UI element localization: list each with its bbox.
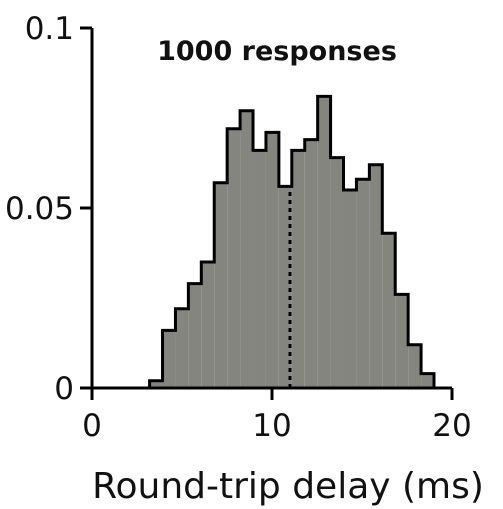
histogram-bar (162, 330, 176, 388)
x-tick-label: 0 (82, 408, 102, 444)
histogram-bar (343, 190, 357, 388)
chart-annotation: 1000 responses (157, 36, 397, 67)
histogram-bar (304, 139, 318, 388)
histogram-bar (253, 150, 266, 388)
histogram-bar (188, 283, 202, 388)
y-tick-label: 0 (54, 371, 74, 407)
histogram-bar (291, 150, 305, 388)
histogram-bar (395, 294, 409, 388)
axis-ticks: 0 10 20 0 0.05 0.1 (5, 11, 472, 444)
histogram-bar (330, 157, 344, 388)
histogram-bar (356, 179, 370, 388)
histogram-bar (369, 164, 383, 388)
y-tick-label: 0.1 (25, 11, 74, 47)
histogram-bar (214, 182, 228, 388)
histogram-bar (408, 344, 422, 388)
histogram-bar (227, 128, 241, 389)
y-tick-label: 0.05 (5, 191, 74, 227)
histogram-bar (382, 233, 396, 388)
histogram-bar (421, 373, 434, 388)
x-tick-label: 10 (252, 408, 291, 444)
histogram-bar (149, 380, 163, 388)
histogram-bar (175, 308, 189, 388)
histogram-bar (265, 132, 279, 388)
histogram-outline (148, 94, 436, 388)
histogram-bar (240, 110, 254, 389)
x-axis-title: Round-trip delay (ms) (92, 466, 484, 507)
histogram-bar (317, 96, 331, 389)
histogram-bars (148, 94, 436, 389)
x-tick-label: 20 (432, 408, 471, 444)
histogram-bar (201, 262, 215, 388)
